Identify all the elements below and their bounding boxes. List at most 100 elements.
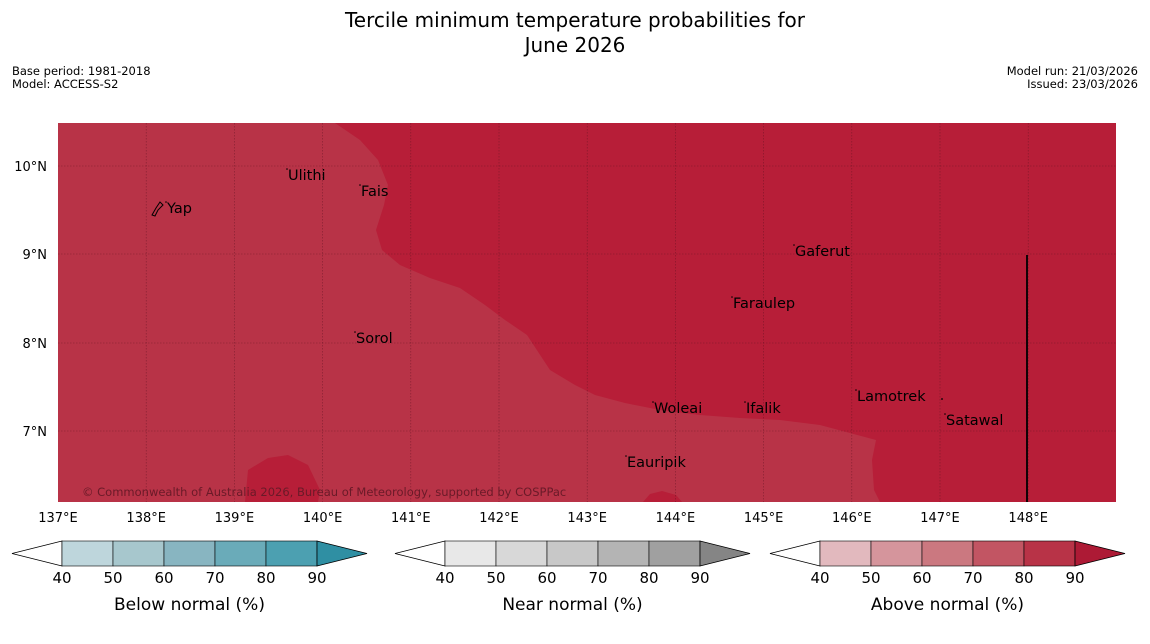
colorbar-tick-label: 60 (154, 569, 173, 587)
colorbar-tick-label: 90 (1065, 569, 1084, 587)
colorbar-tick-label: 70 (205, 569, 224, 587)
longitude-label: 146°E (832, 511, 872, 526)
island-marker (625, 455, 627, 457)
colorbar-tick-label: 60 (912, 569, 931, 587)
island-marker (944, 413, 946, 415)
colorbar-tick-label: 90 (690, 569, 709, 587)
title-line-1: Tercile minimum temperature probabilitie… (344, 8, 806, 32)
island-marker (793, 244, 795, 246)
island-marker (354, 331, 356, 333)
place-label: Eauripik (627, 455, 686, 471)
colorbar-tick-label: 80 (256, 569, 275, 587)
island-marker (744, 401, 746, 403)
colorbar-tick-label: 90 (307, 569, 326, 587)
longitude-label: 144°E (656, 511, 696, 526)
longitude-label: 142°E (479, 511, 519, 526)
island-marker (855, 389, 857, 391)
place-label: Fais (361, 184, 388, 200)
probability-field: Yap Ulithi Fais Gaferut Faraulep Sorol Woleai I… (58, 123, 1116, 502)
island-marker (286, 168, 288, 170)
colorbar-max-extension (316, 540, 368, 567)
colorbar: 40 50 60 70 80 90 Below normal (%) (11, 540, 368, 615)
copyright-text: © Commonwealth of Australia 2026, Bureau… (82, 485, 566, 499)
longitude-label: 139°E (215, 511, 255, 526)
colorbar-segment (112, 540, 165, 567)
meta-left: Base period: 1981-2018 Model: ACCESS-S2 (12, 65, 151, 91)
colorbar-min-extension (394, 540, 446, 567)
colorbar-label: Near normal (%) (502, 595, 642, 615)
colorbar-tick-label: 40 (52, 569, 71, 587)
longitude-label: 137°E (38, 511, 78, 526)
colorbar-segment (546, 540, 599, 567)
longitude-label: 141°E (391, 511, 431, 526)
above-80-90-patch-small (643, 491, 682, 502)
latitude-label: 8°N (23, 337, 48, 352)
colorbar-tick-label: 50 (861, 569, 880, 587)
latitude-label: 9°N (23, 248, 48, 263)
colorbar-segment (1023, 540, 1076, 567)
longitude-label: 138°E (126, 511, 166, 526)
colorbar-segment (265, 540, 318, 567)
island-marker (731, 296, 733, 298)
place-label: Ifalik (746, 401, 781, 417)
colorbar-segment (444, 540, 497, 567)
yap-island-outline (151, 201, 164, 217)
place-label: Lamotrek (857, 389, 926, 405)
island-marker (359, 184, 361, 186)
island-marker (941, 398, 943, 400)
colorbar-tick-label: 50 (103, 569, 122, 587)
colorbar-segment (921, 540, 974, 567)
title-line-2: June 2026 (524, 33, 626, 57)
issued-date: Issued: 23/03/2026 (1027, 77, 1138, 91)
colorbar-min-extension (11, 540, 63, 567)
graticule (58, 123, 1116, 502)
model-name: Model: ACCESS-S2 (12, 77, 119, 91)
colorbar-segment (648, 540, 701, 567)
longitude-label: 143°E (567, 511, 607, 526)
axis-labels: 137°E 138°E 139°E 140°E 141°E 142°E 143°E 144°E… (14, 160, 1048, 526)
place-label: Woleai (654, 401, 702, 417)
colorbar-segment (61, 540, 114, 567)
island-marker (652, 401, 654, 403)
place-labels: Yap Ulithi Fais Gaferut Faraulep Sorol Woleai I… (165, 168, 1003, 471)
latitude-label: 7°N (23, 425, 48, 440)
colorbar-segment (214, 540, 267, 567)
map-title: Tercile minimum temperature probabilitie… (0, 8, 1150, 58)
longitude-label: 145°E (744, 511, 784, 526)
place-label: Yap (166, 201, 192, 217)
longitude-label: 147°E (920, 511, 960, 526)
model-run: Model run: 21/03/2026 (1006, 64, 1138, 78)
place-label: Ulithi (288, 168, 326, 184)
colorbar-segment (597, 540, 650, 567)
base-period: Base period: 1981-2018 (12, 64, 151, 78)
colorbar-segment (870, 540, 923, 567)
place-label: Satawal (946, 413, 1003, 429)
colorbar-tick-label: 80 (639, 569, 658, 587)
above-80-90-patch (245, 455, 320, 502)
longitude-label: 140°E (303, 511, 343, 526)
colorbar-tick-label: 70 (963, 569, 982, 587)
place-label: Gaferut (795, 244, 850, 260)
colorbar-tick-label: 50 (486, 569, 505, 587)
colorbars: 40 50 60 70 80 90 Below normal (%) 40 50 60 70 80 90… (11, 540, 1126, 615)
colorbar: 40 50 60 70 80 90 Near normal (%) (394, 540, 751, 615)
place-label: Faraulep (733, 296, 795, 312)
place-label: Sorol (356, 331, 393, 347)
colorbar-tick-label: 60 (537, 569, 556, 587)
colorbar-max-extension (1074, 540, 1126, 567)
longitude-label: 148°E (1008, 511, 1048, 526)
colorbar: 40 50 60 70 80 90 Above normal (%) (769, 540, 1126, 615)
colorbar-segment (972, 540, 1025, 567)
colorbar-max-extension (699, 540, 751, 567)
meta-right: Model run: 21/03/2026 Issued: 23/03/2026 (1007, 65, 1138, 91)
colorbar-min-extension (769, 540, 821, 567)
colorbar-label: Below normal (%) (114, 595, 265, 615)
island-marker (165, 201, 167, 203)
colorbar-segment (495, 540, 548, 567)
colorbar-tick-label: 40 (810, 569, 829, 587)
colorbar-label: Above normal (%) (871, 595, 1024, 615)
above-70-80-region (58, 123, 880, 502)
colorbar-tick-label: 40 (435, 569, 454, 587)
latitude-label: 10°N (14, 160, 47, 175)
